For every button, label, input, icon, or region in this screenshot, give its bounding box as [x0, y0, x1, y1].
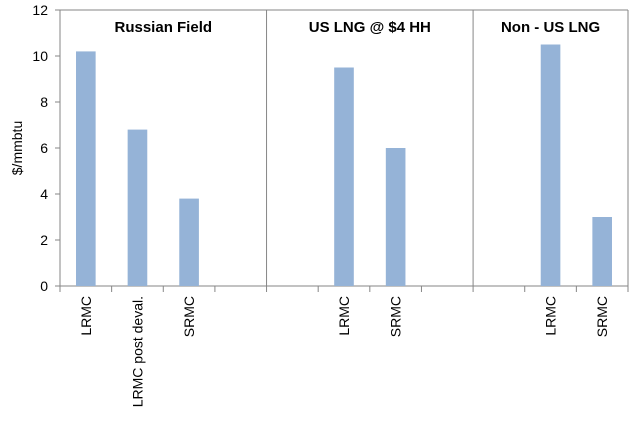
bar [179, 198, 199, 286]
bar [592, 217, 612, 286]
x-category-label: LRMC [543, 296, 559, 336]
bar [540, 44, 561, 286]
bar [127, 129, 148, 286]
group-title: Russian Field [115, 19, 213, 36]
y-tick-label: 12 [32, 2, 48, 18]
x-category-label: LRMC [336, 296, 352, 336]
group-title: Non - US LNG [501, 19, 600, 36]
group-title: US LNG @ $4 HH [309, 19, 431, 36]
y-tick-label: 0 [40, 278, 48, 294]
x-category-label: LRMC post deval. [129, 296, 145, 407]
y-tick-label: 2 [40, 232, 48, 248]
x-category-label: SRMC [181, 296, 197, 337]
x-category-label: SRMC [388, 296, 404, 337]
bar [76, 51, 96, 287]
y-tick-label: 8 [40, 94, 48, 110]
x-category-label: SRMC [594, 296, 610, 337]
bar [385, 148, 406, 286]
x-category-label: LRMC [78, 296, 94, 336]
y-axis-label: $/mmbtu [9, 121, 25, 175]
bar [334, 67, 354, 286]
y-tick-label: 4 [40, 186, 48, 202]
y-tick-label: 10 [32, 48, 48, 64]
y-tick-label: 6 [40, 140, 48, 156]
